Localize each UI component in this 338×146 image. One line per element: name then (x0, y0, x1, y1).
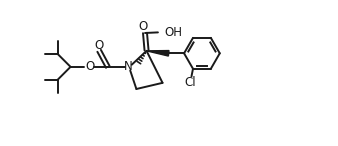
Text: O: O (85, 60, 95, 73)
Text: N: N (124, 60, 133, 73)
Text: OH: OH (165, 26, 183, 39)
Text: O: O (95, 39, 104, 52)
Text: Cl: Cl (184, 76, 196, 89)
Polygon shape (147, 51, 169, 56)
Text: O: O (139, 20, 148, 33)
